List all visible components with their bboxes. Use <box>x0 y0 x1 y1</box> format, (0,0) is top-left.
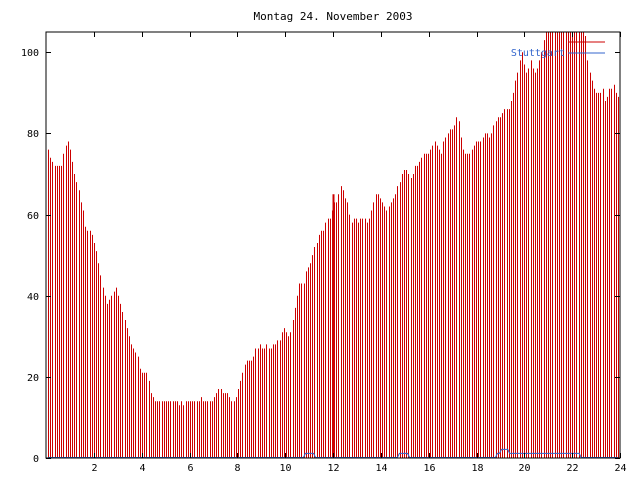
x-tick-label: 4 <box>139 463 145 474</box>
y-tick-label: 0 <box>33 454 39 465</box>
x-tick-label: 22 <box>566 463 578 474</box>
x-tick-label: 12 <box>327 463 339 474</box>
x-tick-label: 20 <box>518 463 530 474</box>
y-tick-label: 20 <box>27 373 39 384</box>
x-tick-label: 2 <box>91 463 97 474</box>
x-tick-label: 6 <box>187 463 193 474</box>
y-tick-label: 80 <box>27 129 39 140</box>
x-tick-label: 18 <box>471 463 483 474</box>
y-tick-label: 100 <box>21 48 39 59</box>
chart-title: Montag 24. November 2003 <box>254 10 413 23</box>
x-tick-label: 16 <box>423 463 435 474</box>
x-tick-label: 8 <box>234 463 240 474</box>
bars-group <box>48 32 619 458</box>
legend-label-stuttgart: Stuttgart <box>511 48 565 59</box>
x-tick-label: 14 <box>375 463 387 474</box>
legend: Stuttgart <box>511 41 605 59</box>
y-tick-label: 60 <box>27 211 39 222</box>
x-tick-label: 10 <box>279 463 291 474</box>
y-tick-label: 40 <box>27 292 39 303</box>
x-tick-label: 24 <box>614 463 626 474</box>
